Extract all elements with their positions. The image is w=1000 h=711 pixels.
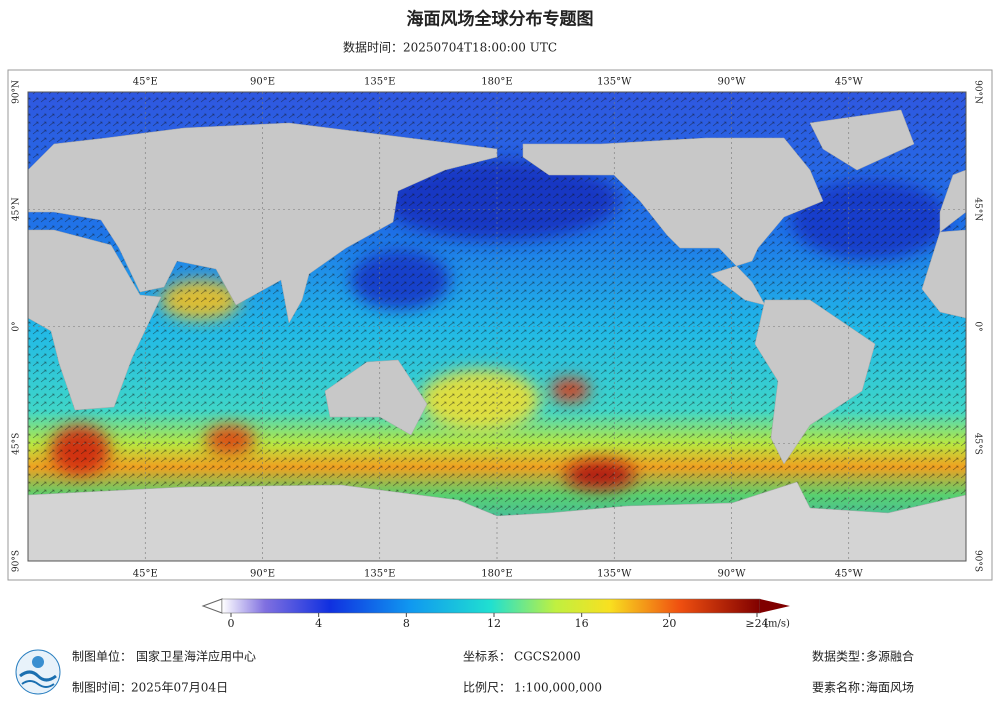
colorbar-tick-label: 16 <box>575 617 589 630</box>
colorbar-unit: (m/s) <box>764 619 790 630</box>
colorbar-max-arrow <box>760 599 790 613</box>
footer-value: CGCS2000 <box>514 650 581 664</box>
footer-value: 1:100,000,000 <box>514 681 602 695</box>
lon-label: 45°W <box>835 569 864 580</box>
lat-label: 45°N <box>973 197 983 221</box>
lat-label: 0° <box>12 321 22 331</box>
lon-label: 45°W <box>835 77 864 88</box>
footer-value: 2025年07月04日 <box>131 681 228 695</box>
footer-value: 国家卫星海洋应用中心 <box>136 649 256 664</box>
lon-label: 90°W <box>717 77 746 88</box>
colorbar-tick-label: ≥24 <box>745 617 768 630</box>
graticule <box>28 92 966 561</box>
lat-label: 45°S <box>973 433 983 455</box>
footer-label: 坐标系： <box>463 650 511 664</box>
lon-label: 180°E <box>481 77 512 88</box>
map-border <box>7 69 993 581</box>
lon-label: 90°W <box>717 569 746 580</box>
lat-label: 45°S <box>12 433 22 455</box>
footer-label: 制图时间： <box>72 681 132 695</box>
lat-label: 90°S <box>12 550 22 572</box>
colorbar-tick-label: 20 <box>662 617 676 630</box>
lat-label: 90°N <box>12 80 22 104</box>
colorbar-tick-label: 4 <box>315 617 322 630</box>
footer-value: 多源融合 <box>866 649 914 664</box>
colorbar <box>201 598 790 614</box>
lon-label: 45°E <box>133 569 158 580</box>
lat-label: 90°S <box>973 550 983 572</box>
footer-label: 要素名称： <box>812 680 872 695</box>
logo <box>15 649 61 695</box>
colorbar-min-arrow <box>201 598 223 614</box>
colorbar-ramp <box>221 598 761 614</box>
footer-label: 制图单位： <box>72 649 132 664</box>
lat-label: 90°N <box>973 80 983 104</box>
footer-label: 数据类型： <box>812 649 872 664</box>
lon-label: 90°E <box>250 77 275 88</box>
lon-label: 135°E <box>364 77 395 88</box>
lon-label: 180°E <box>481 569 512 580</box>
lat-label: 0° <box>973 321 983 331</box>
lon-label: 135°W <box>597 77 632 88</box>
lon-label: 135°W <box>597 569 632 580</box>
title: 海面风场全球分布专题图 <box>407 9 594 30</box>
lon-label: 45°E <box>133 77 158 88</box>
colorbar-tick-label: 12 <box>487 617 501 630</box>
footer-value: 海面风场 <box>866 680 914 695</box>
footer-label: 比例尺： <box>463 681 511 695</box>
colorbar-tick-label: 0 <box>228 617 235 630</box>
colorbar-tick-label: 8 <box>403 617 410 630</box>
lat-label: 45°N <box>12 197 22 221</box>
lon-label: 90°E <box>250 569 275 580</box>
lon-label: 135°E <box>364 569 395 580</box>
subtitle: 数据时间：20250704T18:00:00 UTC <box>343 40 557 55</box>
